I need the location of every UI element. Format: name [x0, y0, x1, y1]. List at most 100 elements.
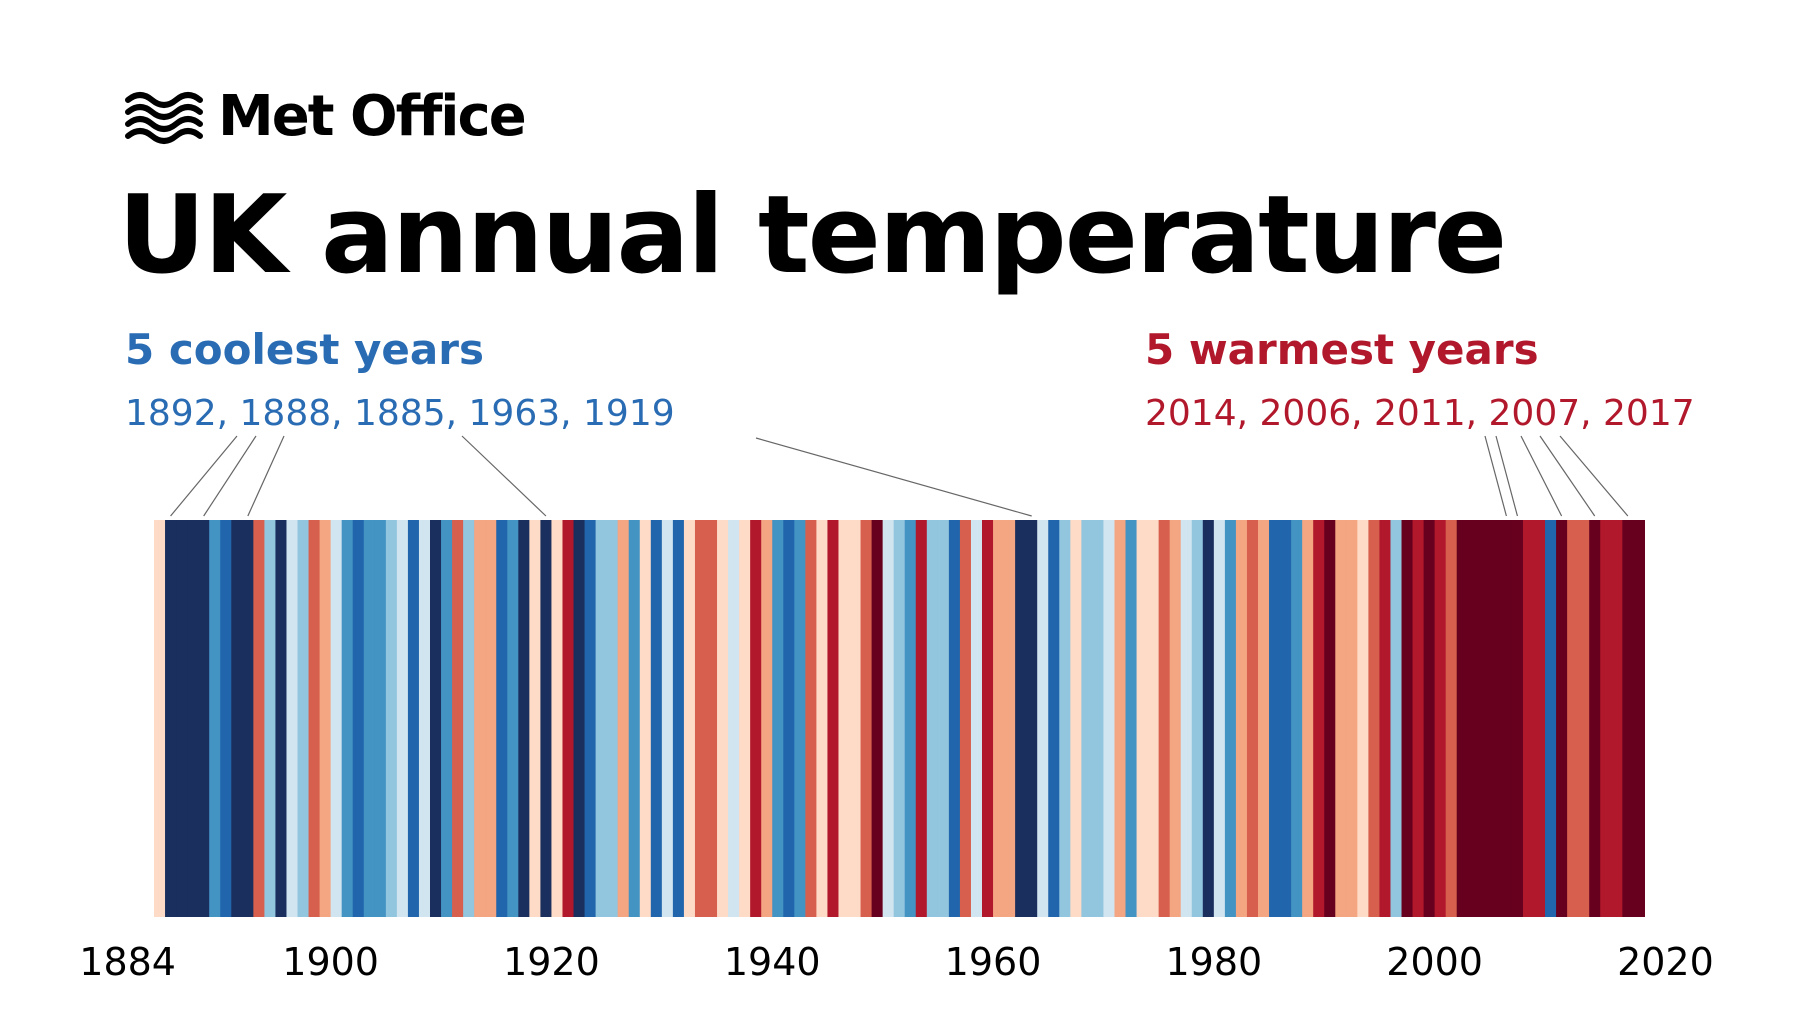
- stripe-1974: [1147, 520, 1160, 917]
- stripe-1929: [650, 520, 663, 917]
- stripe-2004: [1478, 520, 1491, 917]
- stripe-1937: [739, 520, 751, 917]
- stripe-1912: [463, 520, 475, 917]
- stripe-1889: [209, 520, 221, 917]
- stripe-1950: [882, 520, 895, 917]
- stripe-1948: [860, 520, 873, 917]
- stripe-1953: [915, 520, 928, 917]
- stripe-1956: [948, 520, 961, 917]
- stripe-1932: [683, 520, 696, 917]
- stripe-1980: [1213, 520, 1226, 917]
- warmest-leader-2007: [1495, 435, 1519, 517]
- stripe-1907: [407, 520, 420, 917]
- stripe-1968: [1081, 520, 1093, 917]
- stripe-1921: [562, 520, 575, 917]
- stripe-1943: [805, 520, 817, 917]
- coolest-leader-1892: [247, 435, 285, 517]
- stripe-1927: [628, 520, 641, 917]
- stripe-1954: [926, 520, 939, 917]
- stripe-2010: [1545, 520, 1557, 917]
- stripe-1917: [518, 520, 530, 917]
- stripe-1985: [1269, 520, 1281, 917]
- stripe-1922: [573, 520, 586, 917]
- stripe-1897: [297, 520, 310, 917]
- stripe-1951: [893, 520, 906, 917]
- stripe-1939: [761, 520, 773, 917]
- stripe-1920: [551, 520, 564, 917]
- stripe-1969: [1092, 520, 1105, 917]
- stripe-1996: [1390, 520, 1403, 917]
- stripe-1924: [595, 520, 608, 917]
- stripe-1965: [1048, 520, 1060, 917]
- stripe-1887: [187, 520, 199, 917]
- coolest-leader-1888: [203, 435, 257, 517]
- stripe-1973: [1136, 520, 1149, 917]
- x-tick-label: 2020: [1617, 940, 1714, 984]
- stripe-2006: [1500, 520, 1513, 917]
- stripe-1944: [816, 520, 829, 917]
- met-office-logo: Met Office: [125, 84, 527, 149]
- logo-text: Met Office: [218, 84, 525, 149]
- stripe-1978: [1191, 520, 1204, 917]
- stripe-1955: [937, 520, 950, 917]
- stripe-1940: [772, 520, 784, 917]
- stripe-2014: [1589, 520, 1601, 917]
- stripe-1999: [1423, 520, 1436, 917]
- stripe-1957: [959, 520, 972, 917]
- stripe-2015: [1600, 520, 1612, 917]
- stripe-1971: [1114, 520, 1127, 917]
- stripe-1946: [838, 520, 851, 917]
- stripe-1908: [418, 520, 431, 917]
- stripe-1976: [1169, 520, 1182, 917]
- stripe-1885: [165, 520, 177, 917]
- stripe-1952: [904, 520, 917, 917]
- stripe-1981: [1224, 520, 1237, 917]
- stripe-1997: [1401, 520, 1414, 917]
- stripe-1903: [363, 520, 376, 917]
- stripe-1959: [982, 520, 994, 917]
- x-tick-label: 1920: [503, 940, 600, 984]
- stripe-2011: [1556, 520, 1568, 917]
- stripe-1986: [1280, 520, 1292, 917]
- stripe-1914: [485, 520, 497, 917]
- stripe-1892: [242, 520, 254, 917]
- stripe-1964: [1037, 520, 1049, 917]
- stripe-1942: [794, 520, 806, 917]
- coolest-heading: 5 coolest years: [125, 325, 484, 374]
- stripe-1949: [871, 520, 884, 917]
- stripe-1945: [827, 520, 840, 917]
- stripe-2008: [1522, 520, 1535, 917]
- stripe-1910: [441, 520, 453, 917]
- stripe-1894: [264, 520, 277, 917]
- stripe-1995: [1379, 520, 1392, 917]
- stripe-2018: [1633, 520, 1645, 917]
- warmest-leader-2006: [1484, 435, 1507, 517]
- stripe-1900: [330, 520, 343, 917]
- stripe-1913: [474, 520, 486, 917]
- x-tick-label: 1900: [282, 940, 379, 984]
- stripe-2000: [1434, 520, 1447, 917]
- coolest-leader-1919: [461, 435, 547, 517]
- stripe-1886: [176, 520, 188, 917]
- stripe-1947: [849, 520, 862, 917]
- x-tick-label: 1960: [945, 940, 1042, 984]
- stripe-1919: [540, 520, 553, 917]
- stripe-2002: [1456, 520, 1469, 917]
- stripe-1905: [385, 520, 398, 917]
- chart-title: UK annual temperature: [118, 173, 1505, 298]
- stripe-1966: [1059, 520, 1071, 917]
- stripe-1998: [1412, 520, 1425, 917]
- warmest-leader-2017: [1559, 435, 1629, 517]
- stripe-1962: [1015, 520, 1027, 917]
- stripe-1982: [1235, 520, 1248, 917]
- stripe-1918: [529, 520, 541, 917]
- stripe-1972: [1125, 520, 1138, 917]
- wave-lines-icon: [125, 92, 203, 144]
- stripe-1975: [1158, 520, 1171, 917]
- stripe-2007: [1511, 520, 1524, 917]
- stripe-1893: [253, 520, 265, 917]
- stripe-1960: [993, 520, 1005, 917]
- stripe-1888: [198, 520, 210, 917]
- stripe-2017: [1622, 520, 1634, 917]
